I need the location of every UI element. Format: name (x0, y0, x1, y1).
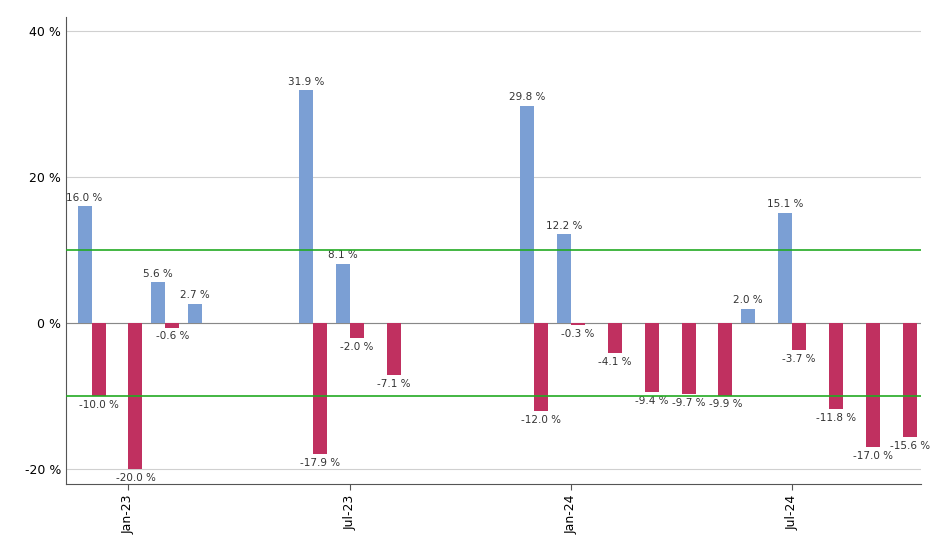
Bar (718, 323, 732, 395)
Text: 16.0 %: 16.0 % (67, 192, 102, 203)
Text: 8.1 %: 8.1 % (328, 250, 357, 261)
Bar (556, 234, 571, 323)
Text: 5.6 %: 5.6 % (144, 269, 173, 279)
Bar (350, 323, 364, 338)
Text: 2.7 %: 2.7 % (180, 290, 211, 300)
Bar (742, 309, 755, 323)
Bar (792, 323, 807, 350)
Text: 31.9 %: 31.9 % (288, 76, 324, 86)
Text: -15.6 %: -15.6 % (889, 441, 930, 451)
Bar (682, 323, 696, 394)
Bar (902, 323, 916, 437)
Bar (188, 304, 202, 323)
Text: -20.0 %: -20.0 % (116, 473, 155, 483)
Text: -17.0 %: -17.0 % (853, 451, 893, 461)
Text: -0.3 %: -0.3 % (561, 329, 595, 339)
Text: -4.1 %: -4.1 % (598, 357, 632, 367)
Bar (313, 323, 327, 454)
Bar (165, 323, 180, 328)
Text: -11.8 %: -11.8 % (816, 413, 856, 423)
Text: -9.9 %: -9.9 % (709, 399, 743, 409)
Text: 15.1 %: 15.1 % (767, 199, 804, 210)
Text: 12.2 %: 12.2 % (546, 221, 582, 230)
Text: -9.4 %: -9.4 % (634, 395, 668, 405)
Text: -2.0 %: -2.0 % (340, 342, 373, 351)
Bar (299, 90, 313, 323)
Text: 29.8 %: 29.8 % (509, 92, 545, 102)
Bar (608, 323, 622, 353)
Bar (129, 323, 143, 469)
Bar (534, 323, 548, 411)
Text: -3.7 %: -3.7 % (782, 354, 816, 364)
Text: -0.6 %: -0.6 % (156, 331, 189, 342)
Bar (520, 106, 534, 323)
Bar (778, 213, 792, 323)
Bar (151, 282, 165, 323)
Bar (91, 323, 105, 397)
Text: -12.0 %: -12.0 % (521, 415, 561, 425)
Text: -7.1 %: -7.1 % (377, 379, 411, 389)
Bar (386, 323, 400, 375)
Text: -10.0 %: -10.0 % (79, 400, 118, 410)
Text: -9.7 %: -9.7 % (672, 398, 705, 408)
Text: -17.9 %: -17.9 % (300, 458, 340, 468)
Bar (336, 264, 350, 323)
Bar (866, 323, 880, 448)
Bar (571, 323, 585, 326)
Bar (78, 206, 91, 323)
Bar (645, 323, 659, 392)
Text: 2.0 %: 2.0 % (733, 295, 763, 305)
Bar (829, 323, 843, 410)
